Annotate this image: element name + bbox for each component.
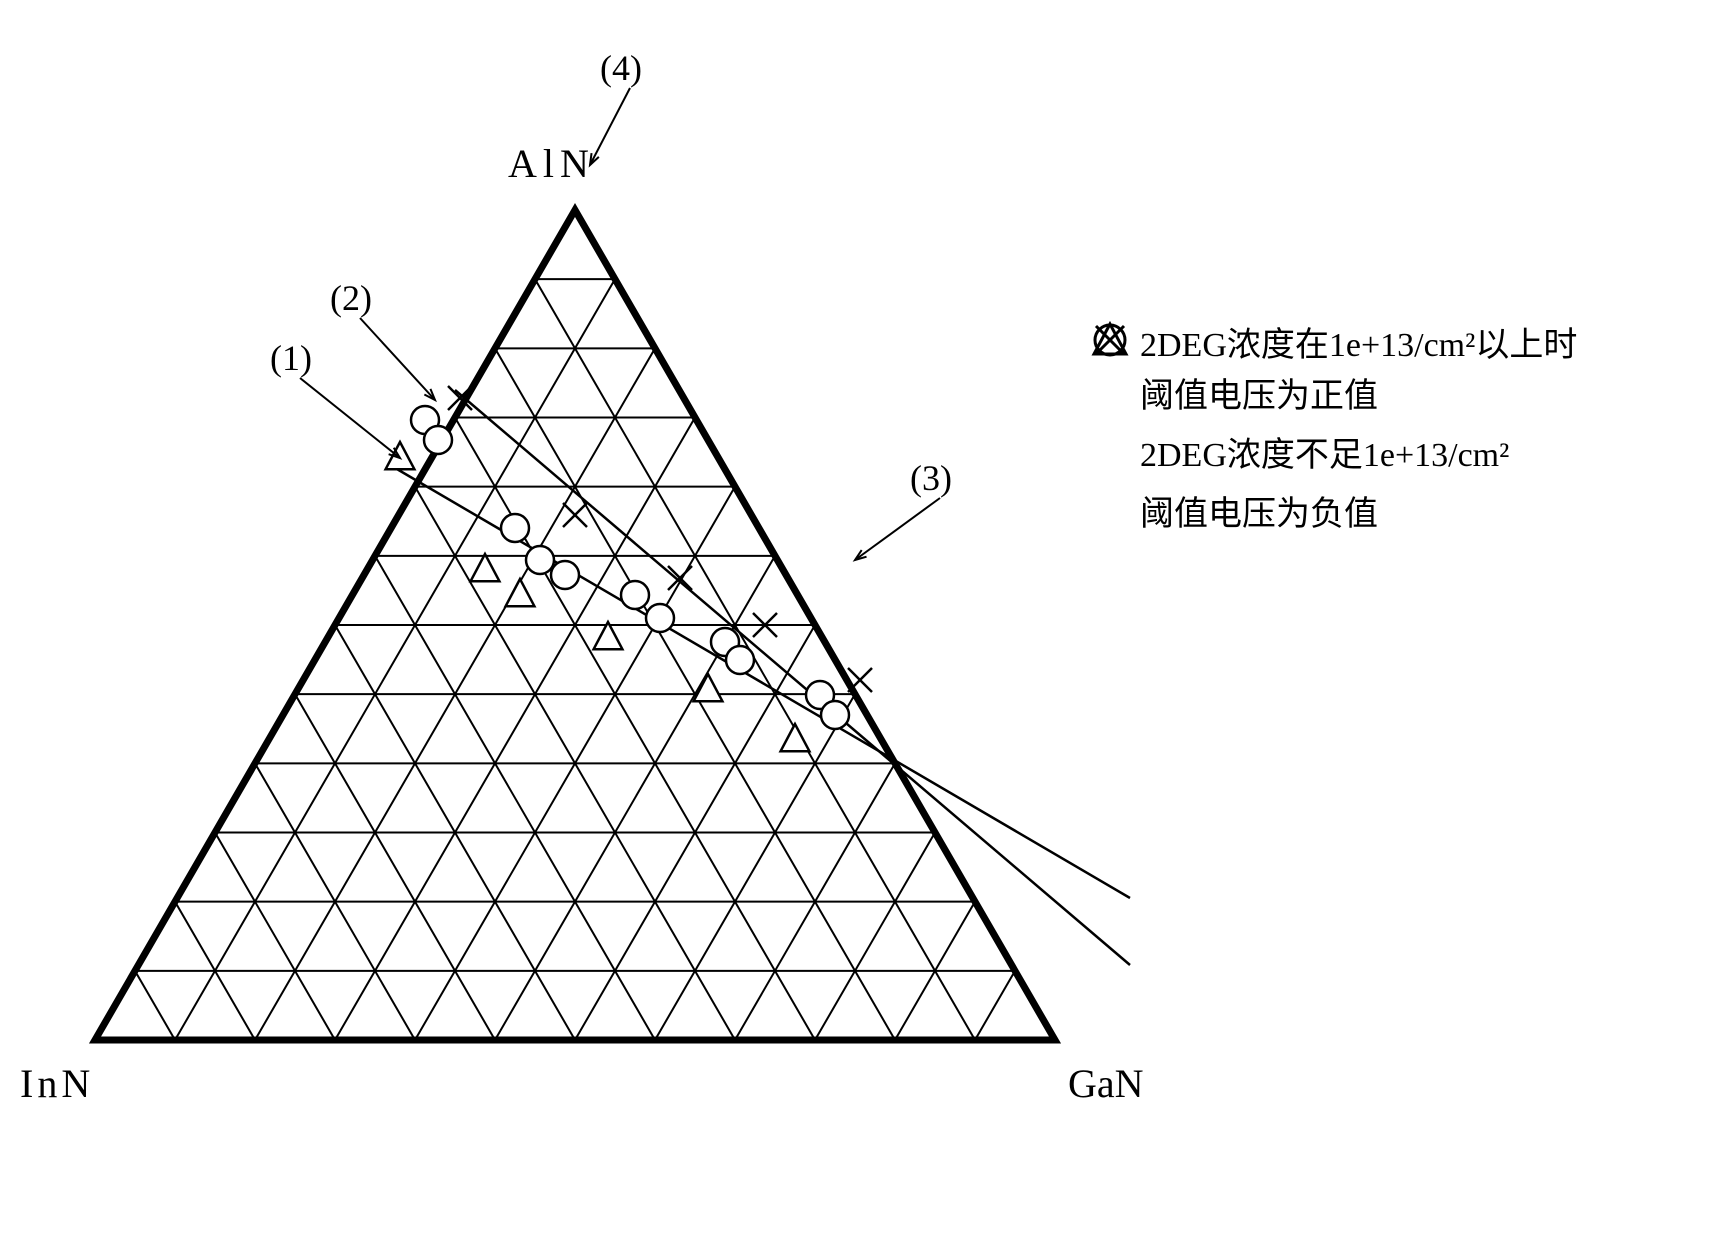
- legend-text: 2DEG浓度不足1e+13/cm²: [1140, 430, 1509, 481]
- ternary-diagram: (1) (2) (3) (4): [20, 20, 1717, 1227]
- vertex-label-top: AlN: [508, 140, 595, 187]
- legend-text: 2DEG浓度在1e+13/cm²以上时阈值电压为正值: [1140, 320, 1577, 422]
- legend-item: 2DEG浓度不足1e+13/cm²: [1090, 430, 1577, 481]
- svg-text:(1): (1): [270, 338, 312, 378]
- legend-text: 阈值电压为负值: [1140, 489, 1378, 540]
- figure-container: (1) (2) (3) (4) AlN InN GaN 2DEG浓度在1e+13/cm…: [20, 20, 1717, 1227]
- vertex-label-left: InN: [20, 1060, 94, 1107]
- svg-text:(4): (4): [600, 48, 642, 88]
- legend: 2DEG浓度在1e+13/cm²以上时阈值电压为正值 2DEG浓度不足1e+13/…: [1090, 320, 1577, 548]
- svg-text:(2): (2): [330, 278, 372, 318]
- svg-text:(3): (3): [910, 458, 952, 498]
- legend-item: 阈值电压为负值: [1090, 489, 1577, 540]
- vertex-label-right: GaN: [1068, 1060, 1144, 1107]
- legend-item: 2DEG浓度在1e+13/cm²以上时阈值电压为正值: [1090, 320, 1577, 422]
